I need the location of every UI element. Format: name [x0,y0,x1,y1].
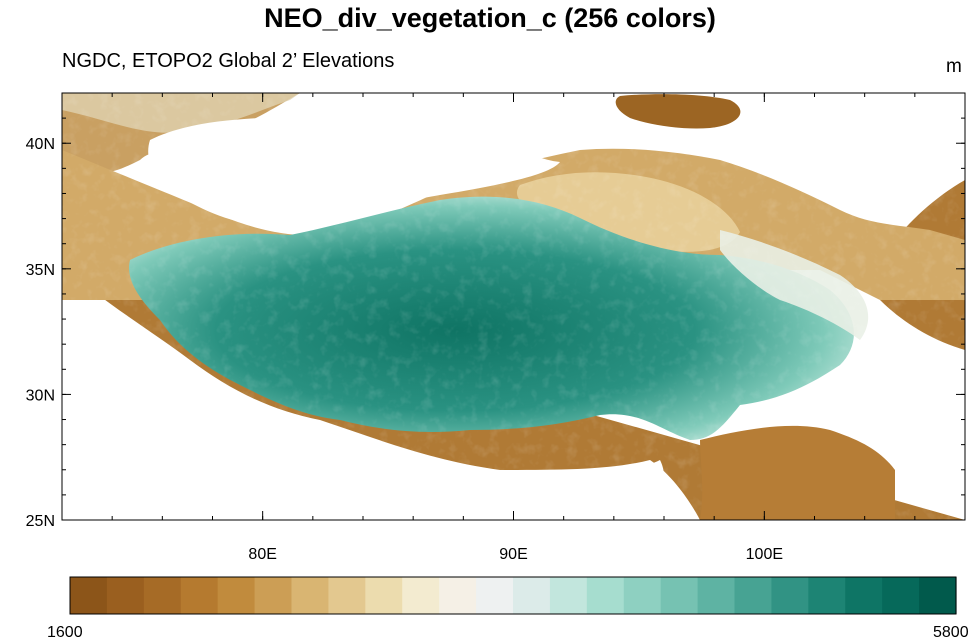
colorbar-swatch [254,577,293,614]
lat-tick-label: 25N [26,513,55,530]
colorbar-swatch [402,577,440,614]
colorbar-swatch [439,577,477,614]
colorbar-swatch [513,577,551,614]
colorbar-swatch [623,577,662,614]
terrain-layer [62,93,965,520]
colorbar-swatch [808,577,846,614]
lon-tick-label: 90E [499,546,527,563]
colorbar-max-label: 5800 [933,624,969,641]
colorbar-swatch [106,577,145,614]
tarim-basin-lowland [148,97,560,226]
sichuan-basin-lowland [895,363,965,470]
colorbar-min-label: 1600 [47,624,83,641]
southeast-highland-terrain [700,425,895,520]
lat-tick-label: 30N [26,387,55,404]
colorbar-swatch [845,577,883,614]
colorbar-swatch [291,577,330,614]
colorbar-swatch [882,577,920,614]
ganges-plain-lowland [62,300,664,520]
lat-tick-label: 40N [26,136,55,153]
lon-tick-label: 100E [746,546,783,563]
colorbar-swatch [143,577,182,614]
colorbar-swatch [586,577,625,614]
colorbar-swatch [660,577,699,614]
colorbar-frame [69,576,957,615]
axis-ticks: 80E 90E 100E 25N 30N 35N 40N [26,92,966,563]
colorbar-swatch [919,577,957,614]
colorbar-swatch [217,577,256,614]
lat-tick-label: 35N [26,262,55,279]
colorbar-swatch [180,577,219,614]
units-label: m [946,56,962,77]
colorbar-swatch [771,577,809,614]
colorbar-swatch [328,577,366,614]
northeast-highland-patch [615,94,741,129]
colorbar [69,576,957,615]
colorbar-swatch [549,577,588,614]
lon-tick-label: 80E [248,546,276,563]
map-subtitle: NGDC, ETOPO2 Global 2’ Elevations [62,50,395,72]
colorbar-swatch [734,577,773,614]
colorbar-swatch [70,577,108,614]
colorbar-swatch [476,577,514,614]
colorbar-swatch [365,577,403,614]
map-title: NEO_div_vegetation_c (256 colors) [264,3,716,33]
colorbar-swatch [697,577,736,614]
